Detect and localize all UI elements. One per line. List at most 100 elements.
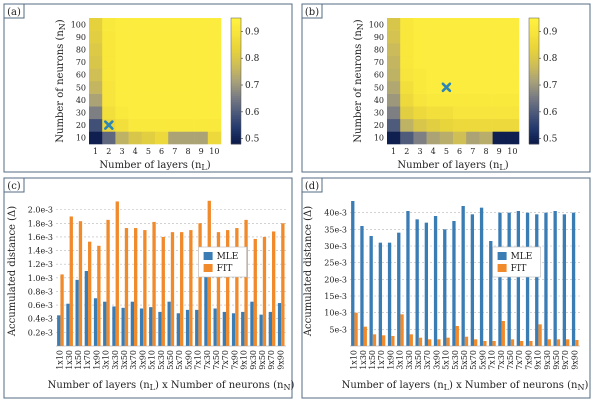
bar-mle [167, 301, 171, 346]
bar-fit [492, 341, 496, 346]
heatmap-cell [413, 43, 427, 57]
y-tick-label: 15e-3 [324, 292, 347, 301]
colorbar-segment [529, 76, 539, 80]
heatmap-cell [439, 43, 454, 57]
y-tick-label: 2.0e-3 [28, 206, 53, 215]
heatmap-cell [155, 118, 169, 132]
colorbar-tick-label: 0.7 [543, 81, 558, 91]
heatmap-cell [207, 81, 222, 94]
heatmap-cell [181, 93, 195, 107]
colorbar-segment [529, 123, 539, 126]
heatmap-cell [207, 106, 222, 120]
colorbar-segment [231, 41, 241, 44]
colorbar-tick-label: 0.8 [543, 54, 558, 64]
heatmap-cell [128, 81, 143, 94]
x-tick-label: 5x50 [166, 350, 175, 370]
colorbar-segment [231, 28, 241, 31]
heatmap-cell [194, 93, 209, 107]
colorbar-segment [231, 95, 241, 99]
heatmap-cell [141, 81, 156, 94]
bar-mle [424, 222, 429, 346]
y-tick-label: 0.2e-3 [28, 328, 53, 337]
legend-swatch [203, 264, 213, 272]
y-tick-label: 90 [374, 33, 384, 42]
colorbar-segment [529, 127, 539, 130]
heatmap-cell [194, 118, 209, 132]
x-axis-title-end: ) [505, 160, 509, 171]
colorbar-segment [529, 51, 539, 55]
bar-fit [372, 334, 377, 346]
optimum-marker-icon [104, 120, 114, 130]
x-tick-label: 10 [209, 147, 219, 156]
bar-mle [75, 279, 79, 346]
colorbar-segment [231, 108, 241, 111]
x-tick-label: 5x10 [442, 350, 451, 370]
y-tick-label: 0.8e-3 [28, 287, 53, 296]
bar-mle [378, 242, 383, 346]
heatmap-cell [181, 81, 195, 94]
heatmap-cell [128, 118, 143, 132]
bar-fit [170, 232, 175, 346]
x-tick-label: 5x70 [469, 350, 478, 370]
heatmap-cell [492, 131, 507, 145]
x-tick-label: 1 [93, 147, 98, 156]
x-tick-label: 9x50 [552, 350, 561, 370]
heatmap-cell [194, 106, 209, 120]
colorbar-segment [231, 116, 241, 120]
y-tick-label: 1.6e-3 [28, 233, 53, 242]
bar-mle [277, 303, 282, 346]
heatmap-cell [453, 55, 467, 69]
heatmap-a: 1 2 3 4 5 6 7 8 9 10 10 20 30 40 50 60 70 80 90 100 Number o… [55, 17, 260, 172]
colorbar-segment [231, 55, 241, 59]
colorbar-tick-label: 0.5 [543, 135, 558, 145]
heatmap-cell [413, 68, 427, 82]
bar-fit [235, 228, 239, 346]
x-tick-label: 9x70 [561, 350, 570, 370]
heatmap-cell [492, 30, 507, 44]
bar-mle [360, 226, 364, 346]
bar-mle [479, 207, 484, 346]
y-axis-title-main: Number of neurons (n [353, 30, 364, 143]
colorbar-segment [231, 45, 241, 48]
colorbar-segment [529, 116, 539, 120]
colorbar-segment [529, 129, 539, 132]
heatmap-cell [466, 93, 480, 107]
x-tick-label: 1x10 [350, 350, 359, 370]
bar-mle [452, 221, 456, 346]
x-tick-label: 1x10 [56, 350, 65, 370]
colorbar-segment [231, 120, 241, 124]
colorbar-segment [231, 104, 241, 107]
y-tick-label: 70 [374, 58, 384, 67]
legend-swatch [203, 252, 213, 260]
optimum-marker-icon [441, 82, 452, 93]
heatmap-cell [479, 118, 493, 132]
heatmap-cell [505, 81, 520, 94]
x-tick-label: 7x70 [515, 350, 524, 370]
colorbar-segment [231, 93, 241, 97]
bar-mle [387, 242, 392, 346]
y-tick-label: 80 [374, 46, 384, 55]
heatmap-cell [413, 18, 427, 31]
colorbar-segment [231, 97, 241, 101]
heatmap-cell [168, 43, 182, 57]
colorbar-segment [529, 72, 539, 76]
colorbar-segment [529, 34, 539, 38]
heatmap-cell [479, 93, 493, 107]
bar-fit [115, 201, 119, 346]
x-tick-label: 9 [497, 147, 502, 156]
x-tick-label: 3 [417, 147, 422, 156]
heatmap-cell [141, 18, 156, 31]
bar-mle [158, 311, 162, 346]
y-tick-label: 1.2e-3 [28, 260, 53, 269]
heatmap-cell [141, 55, 156, 69]
bar-mle [351, 201, 355, 346]
heatmap-cell [439, 118, 454, 132]
colorbar-segment [231, 74, 241, 78]
colorbar-frame [230, 17, 242, 145]
heatmap-cell [115, 43, 129, 57]
heatmap-cell [426, 30, 441, 44]
bar-mle [213, 308, 217, 346]
colorbar-segment [529, 104, 539, 107]
x-axis-title: Number of layers (nL) [397, 160, 508, 172]
